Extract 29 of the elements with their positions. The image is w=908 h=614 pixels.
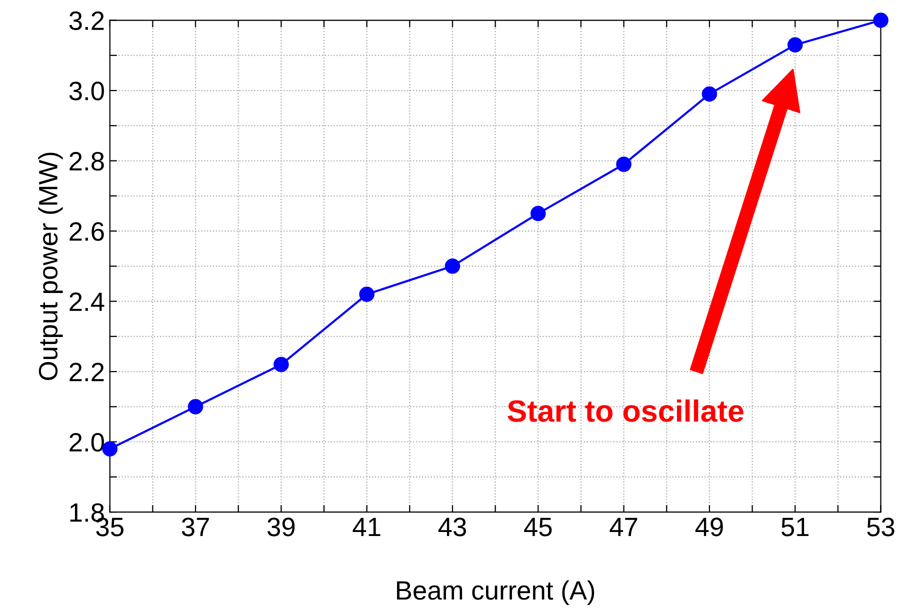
y-tick-label: 2.0 (70, 432, 104, 452)
x-tick-label: 47 (610, 518, 638, 536)
y-tick-label: 3.0 (69, 82, 104, 100)
x-tick-label: 53 (867, 518, 894, 536)
point (616, 156, 632, 172)
point (444, 258, 460, 274)
y-axis-title: Output power (MW) (38, 152, 63, 380)
x-tick-label: 43 (438, 518, 466, 536)
x-tick-label: 37 (182, 518, 209, 536)
y-tick-label: 2.6 (70, 222, 104, 241)
point (274, 356, 289, 372)
y-tick-label: 2.4 (70, 292, 104, 311)
point (530, 206, 546, 222)
point (787, 37, 803, 52)
x-axis-title: Beam current (A) (397, 580, 594, 606)
point (702, 86, 718, 102)
point (359, 286, 374, 302)
point (873, 12, 888, 28)
y-tick-label: 3.2 (69, 11, 104, 30)
x-tick-label: 41 (352, 518, 380, 536)
y-tick-label: 2.2 (70, 362, 104, 382)
x-tick-label: 39 (268, 518, 295, 536)
x-tick-label: 51 (781, 518, 808, 536)
annotation: Start to oscillate (508, 399, 744, 422)
point (188, 399, 204, 414)
x-tick-label: 49 (695, 518, 723, 536)
y-tick-label: 2.8 (70, 152, 104, 171)
point (102, 441, 118, 456)
x-tick-label: 45 (524, 518, 552, 536)
